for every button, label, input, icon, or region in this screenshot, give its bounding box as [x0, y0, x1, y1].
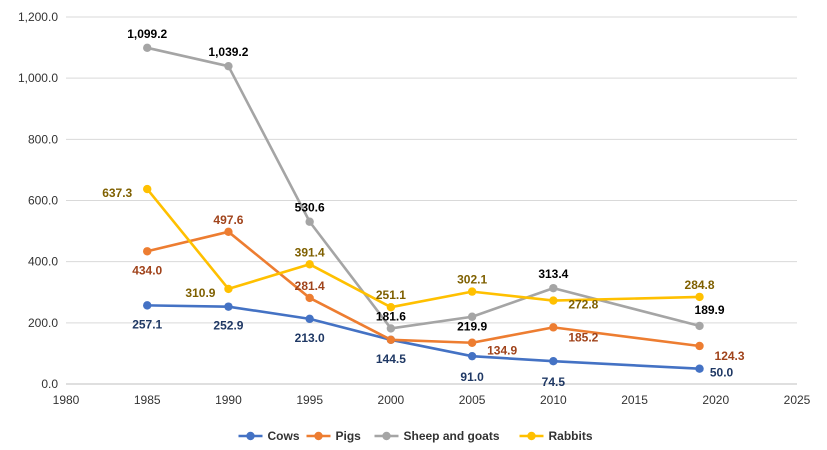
data-point-pigs — [224, 227, 233, 237]
legend-label: Pigs — [336, 429, 362, 443]
data-point-sheep-and-goats — [224, 61, 233, 71]
data-label-pigs: 124.3 — [715, 349, 745, 363]
data-label-pigs: 134.9 — [487, 344, 517, 358]
gridlines — [66, 16, 797, 324]
data-label-sheep-and-goats: 313.4 — [538, 267, 568, 281]
x-tick-label: 1980 — [53, 393, 80, 407]
data-point-rabbits — [305, 260, 314, 269]
data-point-sheep-and-goats — [467, 312, 477, 321]
legend-marker-cows — [246, 431, 255, 441]
data-point-rabbits — [549, 296, 558, 305]
data-label-cows: 91.0 — [460, 370, 484, 384]
data-point-cows — [143, 301, 152, 310]
data-label-cows: 74.5 — [542, 375, 566, 389]
data-point-cows — [695, 364, 704, 373]
data-point-pigs — [305, 293, 314, 303]
data-point-cows — [467, 351, 477, 361]
data-point-sheep-and-goats — [386, 324, 396, 333]
data-point-pigs — [386, 335, 396, 345]
data-label-rabbits: 284.8 — [685, 278, 715, 292]
legend-label: Sheep and goats — [404, 429, 500, 443]
data-labels: 257.1 252.9 213.0 144.5 91.0 74.5 50.0 434.0 497… — [102, 27, 745, 389]
y-tick-label: 1,200.0 — [18, 10, 58, 24]
data-label-rabbits: 391.4 — [295, 245, 325, 259]
y-tick-label: 800.0 — [28, 132, 58, 146]
x-tick-label: 1995 — [296, 393, 323, 407]
data-label-rabbits: 310.9 — [185, 286, 215, 300]
data-point-sheep-and-goats — [549, 283, 558, 293]
data-label-cows: 50.0 — [710, 366, 734, 380]
data-point-rabbits — [467, 287, 477, 296]
data-point-sheep-and-goats — [695, 321, 704, 331]
x-tick-label: 1990 — [215, 393, 242, 407]
data-label-rabbits: 251.1 — [376, 288, 406, 302]
legend-marker-sheep-and-goats — [382, 431, 391, 441]
x-tick-label: 2025 — [784, 393, 811, 407]
x-tick-label: 1985 — [134, 393, 161, 407]
data-point-pigs — [143, 247, 152, 256]
x-tick-label: 2005 — [459, 393, 486, 407]
data-label-sheep-and-goats: 1,039.2 — [208, 45, 248, 59]
data-point-rabbits — [386, 303, 396, 312]
data-point-pigs — [549, 323, 558, 332]
data-label-sheep-and-goats: 189.9 — [695, 303, 725, 317]
data-label-pigs: 434.0 — [132, 263, 162, 277]
data-point-pigs — [467, 338, 477, 347]
y-tick-label: 200.0 — [28, 316, 58, 330]
data-label-cows: 144.5 — [376, 352, 406, 366]
legend-item-sheep-and-goats: Sheep and goats — [374, 429, 500, 443]
data-point-sheep-and-goats — [305, 217, 314, 226]
legend-marker-rabbits — [527, 431, 536, 441]
data-label-cows: 252.9 — [213, 319, 243, 333]
data-label-rabbits: 302.1 — [457, 273, 487, 287]
data-label-cows: 213.0 — [295, 331, 325, 345]
x-axis-ticks: 1980 1985 1990 1995 2000 2005 2010 2015 2020 2025 — [53, 393, 811, 407]
data-point-cows — [224, 302, 233, 311]
y-tick-label: 0.0 — [41, 377, 58, 391]
y-tick-label: 600.0 — [28, 194, 58, 208]
data-label-pigs: 185.2 — [568, 330, 598, 344]
data-point-rabbits — [224, 284, 233, 294]
data-label-pigs: 497.6 — [213, 213, 243, 227]
data-point-rabbits — [143, 184, 152, 194]
data-label-rabbits: 637.3 — [102, 186, 132, 200]
data-label-rabbits: 272.8 — [568, 298, 598, 312]
y-tick-label: 400.0 — [28, 255, 58, 269]
x-tick-label: 2020 — [702, 393, 729, 407]
y-tick-label: 1,000.0 — [18, 71, 58, 85]
data-point-cows — [549, 357, 558, 366]
data-point-cows — [305, 314, 314, 324]
data-point-rabbits — [695, 292, 704, 302]
y-axis-ticks: 0.0 200.0 400.0 600.0 800.0 1,000.0 1,200.0 — [18, 10, 58, 391]
legend-label: Cows — [268, 429, 300, 443]
legend-marker-pigs — [314, 431, 323, 441]
data-label-pigs: 281.4 — [295, 279, 325, 293]
data-label-cows: 257.1 — [132, 317, 162, 331]
data-label-sheep-and-goats: 181.6 — [376, 309, 406, 323]
data-label-sheep-and-goats: 219.9 — [457, 320, 487, 334]
legend-item-pigs: Pigs — [306, 429, 362, 443]
x-tick-label: 2010 — [540, 393, 567, 407]
legend-label: Rabbits — [549, 429, 593, 443]
series-points — [143, 43, 704, 373]
data-point-sheep-and-goats — [143, 43, 152, 53]
data-label-sheep-and-goats: 1,099.2 — [127, 27, 167, 41]
x-tick-label: 2015 — [621, 393, 648, 407]
legend-item-rabbits: Rabbits — [519, 429, 593, 443]
data-point-pigs — [695, 341, 704, 351]
x-tick-label: 2000 — [378, 393, 405, 407]
legend-item-cows: Cows — [238, 429, 300, 443]
data-label-sheep-and-goats: 530.6 — [295, 201, 325, 215]
legend: Cows Pigs Sheep and goats Rabbits — [238, 429, 593, 443]
